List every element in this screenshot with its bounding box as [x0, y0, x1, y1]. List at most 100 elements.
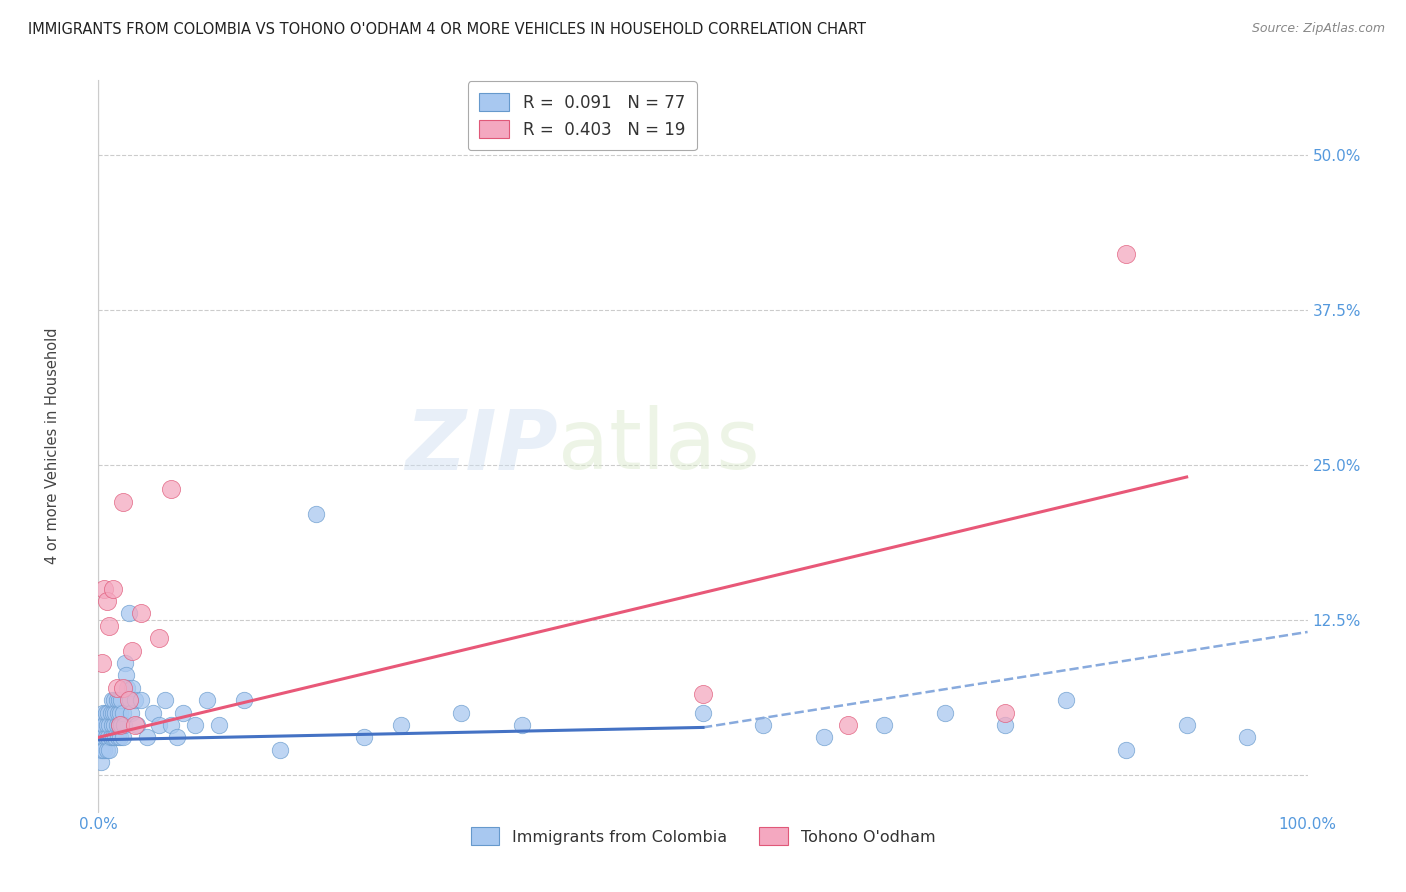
Point [1115, 247, 1137, 261]
Point [994, 706, 1017, 720]
Point [104, 731, 127, 745]
Point [103, 718, 125, 732]
Point [172, 706, 194, 720]
Point [1236, 731, 1258, 745]
Point [124, 718, 146, 732]
Point [114, 656, 136, 670]
Point [98, 743, 121, 757]
Point [89, 743, 111, 757]
Point [124, 693, 146, 707]
Point [94, 731, 117, 745]
Point [101, 706, 124, 720]
Point [93, 582, 115, 596]
Point [105, 718, 128, 732]
Point [118, 693, 141, 707]
Point [111, 731, 134, 745]
Point [120, 706, 142, 720]
Point [994, 718, 1017, 732]
Point [195, 693, 218, 707]
Point [108, 718, 131, 732]
Point [100, 718, 122, 732]
Point [166, 731, 188, 745]
Point [100, 693, 122, 707]
Point [160, 718, 183, 732]
Point [389, 718, 412, 732]
Point [115, 668, 138, 682]
Point [96, 594, 118, 608]
Point [692, 706, 714, 720]
Point [208, 718, 231, 732]
Point [103, 693, 125, 707]
Point [934, 706, 956, 720]
Point [232, 693, 254, 707]
Point [104, 706, 127, 720]
Point [135, 731, 157, 745]
Point [184, 718, 207, 732]
Point [813, 731, 835, 745]
Point [93, 718, 115, 732]
Text: ZIP: ZIP [405, 406, 558, 486]
Point [837, 718, 859, 732]
Point [98, 619, 121, 633]
Point [353, 731, 375, 745]
Point [91, 718, 114, 732]
Point [91, 731, 114, 745]
Point [108, 718, 131, 732]
Text: IMMIGRANTS FROM COLOMBIA VS TOHONO O'ODHAM 4 OR MORE VEHICLES IN HOUSEHOLD CORRE: IMMIGRANTS FROM COLOMBIA VS TOHONO O'ODH… [28, 22, 866, 37]
Point [873, 718, 896, 732]
Point [692, 687, 714, 701]
Point [105, 681, 128, 695]
Point [305, 507, 328, 521]
Point [160, 483, 183, 497]
Point [91, 706, 114, 720]
Point [148, 718, 170, 732]
Point [97, 731, 120, 745]
Point [97, 706, 120, 720]
Text: Source: ZipAtlas.com: Source: ZipAtlas.com [1251, 22, 1385, 36]
Point [108, 706, 131, 720]
Point [1175, 718, 1198, 732]
Point [1054, 693, 1077, 707]
Point [107, 706, 129, 720]
Point [121, 681, 143, 695]
Y-axis label: 4 or more Vehicles in Household: 4 or more Vehicles in Household [45, 327, 60, 565]
Point [127, 718, 149, 732]
Legend: Immigrants from Colombia, Tohono O'odham: Immigrants from Colombia, Tohono O'odham [464, 822, 942, 851]
Point [96, 743, 118, 757]
Point [91, 656, 114, 670]
Point [105, 693, 128, 707]
Point [93, 743, 115, 757]
Point [129, 607, 152, 621]
Point [111, 681, 134, 695]
Point [118, 607, 141, 621]
Point [269, 743, 291, 757]
Point [101, 582, 124, 596]
Point [110, 693, 132, 707]
Point [96, 718, 118, 732]
Point [121, 643, 143, 657]
Point [100, 706, 122, 720]
Point [94, 706, 117, 720]
Point [108, 731, 131, 745]
Point [148, 631, 170, 645]
Point [1115, 743, 1137, 757]
Point [510, 718, 533, 732]
Point [129, 693, 152, 707]
Point [90, 731, 112, 745]
Point [110, 718, 132, 732]
Point [118, 693, 141, 707]
Point [107, 731, 129, 745]
Text: atlas: atlas [558, 406, 759, 486]
Point [98, 718, 121, 732]
Point [142, 706, 165, 720]
Point [90, 755, 112, 769]
Point [91, 743, 114, 757]
Point [111, 706, 134, 720]
Point [752, 718, 775, 732]
Point [111, 495, 134, 509]
Point [108, 693, 131, 707]
Point [117, 681, 139, 695]
Point [101, 731, 124, 745]
Point [450, 706, 472, 720]
Point [112, 718, 135, 732]
